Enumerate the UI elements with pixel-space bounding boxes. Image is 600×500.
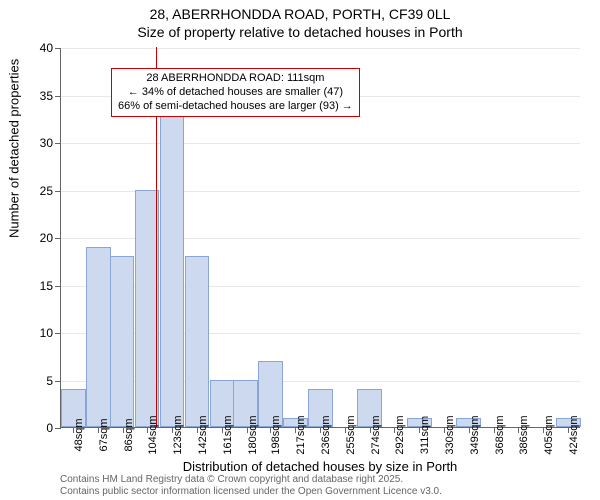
- x-tick-label: 330sqm: [444, 415, 456, 454]
- property-size-chart: 28, ABERRHONDDA ROAD, PORTH, CF39 0LL Si…: [0, 0, 600, 500]
- y-tick-label: 0: [46, 421, 53, 435]
- histogram-bar: [86, 247, 111, 428]
- y-tick: [55, 191, 61, 192]
- y-tick-label: 20: [40, 231, 53, 245]
- y-tick-label: 30: [40, 136, 53, 150]
- y-tick: [55, 48, 61, 49]
- plot-area: 051015202530354048sqm67sqm86sqm104sqm123…: [60, 48, 580, 428]
- x-tick-label: 67sqm: [98, 418, 110, 451]
- chart-footer: Contains HM Land Registry data © Crown c…: [60, 474, 442, 498]
- y-tick-label: 25: [40, 184, 53, 198]
- x-tick-label: 386sqm: [518, 415, 530, 454]
- x-tick-label: 217sqm: [295, 415, 307, 454]
- histogram-bar: [185, 256, 210, 427]
- y-axis-label: Number of detached properties: [7, 59, 22, 238]
- x-tick-label: 180sqm: [247, 415, 259, 454]
- x-tick-label: 86sqm: [123, 418, 135, 451]
- chart-title-sub: Size of property relative to detached ho…: [0, 24, 600, 40]
- footer-line-1: Contains HM Land Registry data © Crown c…: [60, 474, 442, 486]
- y-tick: [55, 238, 61, 239]
- x-tick-label: 368sqm: [494, 415, 506, 454]
- y-tick: [55, 286, 61, 287]
- footer-line-2: Contains public sector information licen…: [60, 486, 442, 498]
- x-tick-label: 236sqm: [320, 415, 332, 454]
- annotation-line: 66% of semi-detached houses are larger (…: [118, 100, 353, 114]
- x-tick-label: 255sqm: [345, 415, 357, 454]
- x-tick-label: 311sqm: [419, 416, 431, 454]
- x-tick-label: 142sqm: [197, 415, 209, 454]
- x-tick-label: 292sqm: [394, 415, 406, 454]
- chart-title-main: 28, ABERRHONDDA ROAD, PORTH, CF39 0LL: [0, 6, 600, 22]
- y-tick-label: 40: [40, 41, 53, 55]
- grid-line: [61, 143, 580, 144]
- x-tick-label: 274sqm: [370, 415, 382, 454]
- y-tick: [55, 333, 61, 334]
- grid-line: [61, 48, 580, 49]
- x-tick-label: 349sqm: [469, 415, 481, 454]
- y-tick-label: 15: [40, 279, 53, 293]
- x-tick-label: 48sqm: [73, 418, 85, 451]
- y-tick: [55, 96, 61, 97]
- x-tick-label: 405sqm: [543, 415, 555, 454]
- y-tick-label: 10: [40, 326, 53, 340]
- histogram-bar: [160, 114, 185, 428]
- y-tick-label: 35: [40, 89, 53, 103]
- x-tick-label: 123sqm: [172, 415, 184, 454]
- y-tick: [55, 428, 61, 429]
- y-tick: [55, 143, 61, 144]
- annotation-box: 28 ABERRHONDDA ROAD: 111sqm← 34% of deta…: [111, 68, 360, 117]
- x-tick-label: 424sqm: [568, 415, 580, 454]
- x-tick-label: 104sqm: [147, 415, 159, 454]
- y-tick: [55, 381, 61, 382]
- histogram-bar: [110, 256, 135, 427]
- x-axis-label: Distribution of detached houses by size …: [60, 459, 580, 474]
- y-tick-label: 5: [46, 374, 53, 388]
- annotation-line: ← 34% of detached houses are smaller (47…: [118, 86, 353, 100]
- x-tick-label: 161sqm: [222, 415, 234, 454]
- annotation-line: 28 ABERRHONDDA ROAD: 111sqm: [118, 72, 353, 86]
- x-tick-label: 198sqm: [270, 415, 282, 454]
